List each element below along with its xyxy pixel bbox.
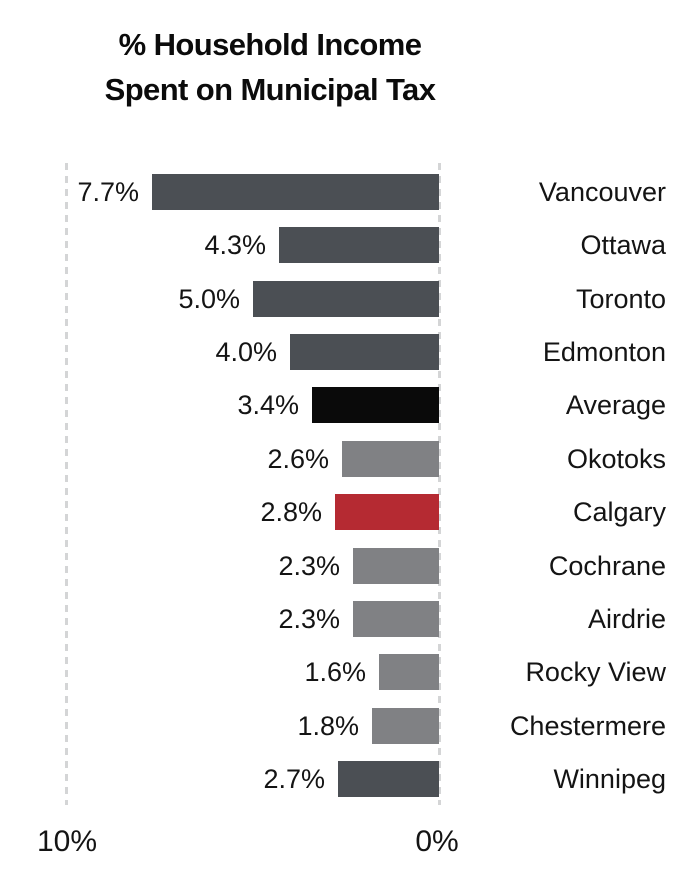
bar-winnipeg: [338, 761, 439, 797]
bar-calgary: [335, 494, 439, 530]
bar-airdrie: [353, 601, 439, 637]
bar-row-winnipeg: 2.7% Winnipeg: [0, 761, 676, 797]
bar-edmonton: [290, 334, 439, 370]
category-label-toronto: Toronto: [575, 284, 666, 314]
category-label-rocky-view: Rocky View: [525, 657, 666, 687]
bar-row-ottawa: 4.3% Ottawa: [0, 227, 676, 263]
category-label-cochrane: Cochrane: [548, 551, 666, 581]
bar-row-average: 3.4% Average: [0, 387, 676, 423]
bar-row-toronto: 5.0% Toronto: [0, 281, 676, 317]
chart-title-line1: % Household Income: [118, 27, 422, 62]
category-label-average: Average: [565, 390, 666, 420]
bar-row-vancouver: 7.7% Vancouver: [0, 174, 676, 210]
category-label-okotoks: Okotoks: [566, 444, 666, 474]
bar-row-okotoks: 2.6% Okotoks: [0, 441, 676, 477]
category-label-airdrie: Airdrie: [587, 604, 666, 634]
gridline-0-percent: [438, 163, 441, 805]
value-label-winnipeg: 2.7%: [263, 764, 325, 794]
x-axis-tick-0-percent: 0%: [415, 825, 459, 858]
value-label-airdrie: 2.3%: [278, 604, 340, 634]
category-label-chestermere: Chestermere: [509, 711, 666, 741]
value-label-ottawa: 4.3%: [204, 230, 266, 260]
category-label-ottawa: Ottawa: [580, 230, 666, 260]
bar-chestermere: [372, 708, 439, 744]
bar-row-cochrane: 2.3% Cochrane: [0, 548, 676, 584]
bar-row-chestermere: 1.8% Chestermere: [0, 708, 676, 744]
chart-title: % Household Income Spent on Municipal Ta…: [0, 22, 540, 112]
x-axis-tick-10-percent: 10%: [36, 825, 98, 858]
value-label-average: 3.4%: [237, 390, 299, 420]
value-label-chestermere: 1.8%: [297, 711, 359, 741]
gridline-10-percent: [65, 163, 68, 805]
bar-vancouver: [152, 174, 439, 210]
category-label-edmonton: Edmonton: [542, 337, 666, 367]
category-label-winnipeg: Winnipeg: [553, 764, 666, 794]
bar-row-calgary: 2.8% Calgary: [0, 494, 676, 530]
bar-row-edmonton: 4.0% Edmonton: [0, 334, 676, 370]
bar-okotoks: [342, 441, 439, 477]
category-label-vancouver: Vancouver: [538, 177, 666, 207]
value-label-rocky-view: 1.6%: [304, 657, 366, 687]
value-label-toronto: 5.0%: [178, 284, 240, 314]
value-label-cochrane: 2.3%: [278, 551, 340, 581]
value-label-vancouver: 7.7%: [77, 177, 139, 207]
bar-cochrane: [353, 548, 439, 584]
bar-average: [312, 387, 439, 423]
bar-ottawa: [279, 227, 439, 263]
bar-row-rocky-view: 1.6% Rocky View: [0, 654, 676, 690]
bar-rocky-view: [379, 654, 439, 690]
chart-title-line2: Spent on Municipal Tax: [104, 72, 436, 107]
bar-toronto: [253, 281, 439, 317]
value-label-calgary: 2.8%: [260, 497, 322, 527]
bar-row-airdrie: 2.3% Airdrie: [0, 601, 676, 637]
bar-rows: 7.7% Vancouver 4.3% Ottawa 5.0% Toronto 4.0% Ed…: [0, 174, 676, 814]
category-label-calgary: Calgary: [572, 497, 666, 527]
value-label-okotoks: 2.6%: [267, 444, 329, 474]
value-label-edmonton: 4.0%: [215, 337, 277, 367]
